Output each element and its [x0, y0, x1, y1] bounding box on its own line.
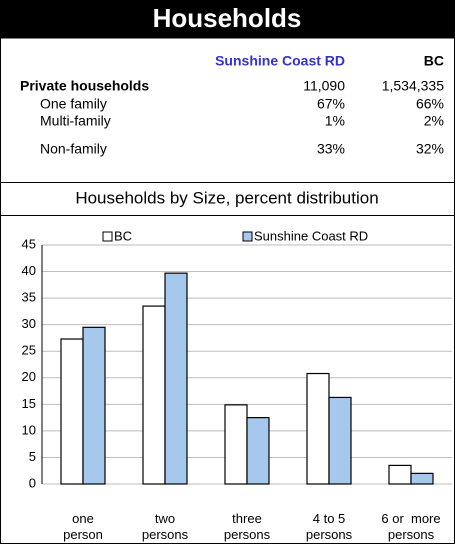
- page-title: Households: [153, 3, 302, 33]
- bar: [388, 464, 412, 485]
- legend-swatch: [102, 231, 113, 242]
- cell: 66%: [416, 96, 444, 112]
- y-tick-label: 25: [22, 343, 36, 358]
- y-tick-label: 20: [22, 369, 36, 384]
- column-header: Sunshine Coast RD: [215, 53, 345, 69]
- cell: 1,534,335: [382, 78, 444, 94]
- legend-label: Sunshine Coast RD: [254, 228, 368, 243]
- column-header: BC: [424, 53, 444, 69]
- cell: 67%: [317, 96, 345, 112]
- chart-title: Households by Size, percent distribution: [75, 188, 378, 207]
- y-tick-label: 45: [22, 236, 36, 251]
- y-tick-label: 30: [22, 316, 36, 331]
- row-label: One family: [40, 96, 107, 112]
- cell: 32%: [416, 141, 444, 157]
- bar: [164, 272, 188, 485]
- title-bar: [0, 0, 455, 38]
- bar: [82, 326, 106, 485]
- y-tick-label: 40: [22, 263, 36, 278]
- row-label: Private households: [20, 78, 149, 94]
- legend-swatch: [242, 231, 253, 242]
- legend-label: BC: [114, 228, 132, 243]
- y-tick-label: 15: [22, 396, 36, 411]
- bar: [224, 404, 248, 485]
- x-tick-label: 4 to 5 persons: [306, 511, 353, 542]
- x-tick-label: 6 or more persons: [381, 511, 440, 542]
- cell: 2%: [424, 113, 444, 129]
- bar: [142, 305, 166, 485]
- bar: [328, 396, 352, 485]
- row-label: Non-family: [40, 141, 107, 157]
- bar: [306, 372, 330, 485]
- x-tick-label: one person: [63, 511, 103, 542]
- cell: 1%: [325, 113, 345, 129]
- y-tick-label: 5: [29, 449, 36, 464]
- x-tick-label: three persons: [224, 511, 271, 542]
- cell: 33%: [317, 141, 345, 157]
- bar: [410, 472, 434, 485]
- x-tick-label: two persons: [142, 511, 189, 542]
- y-tick-label: 35: [22, 290, 36, 305]
- cell: 11,090: [303, 78, 345, 94]
- y-tick-label: 10: [22, 422, 36, 437]
- bar: [246, 417, 270, 485]
- y-tick-label: 0: [29, 475, 36, 490]
- bar: [60, 338, 84, 485]
- row-label: Multi-family: [40, 113, 111, 129]
